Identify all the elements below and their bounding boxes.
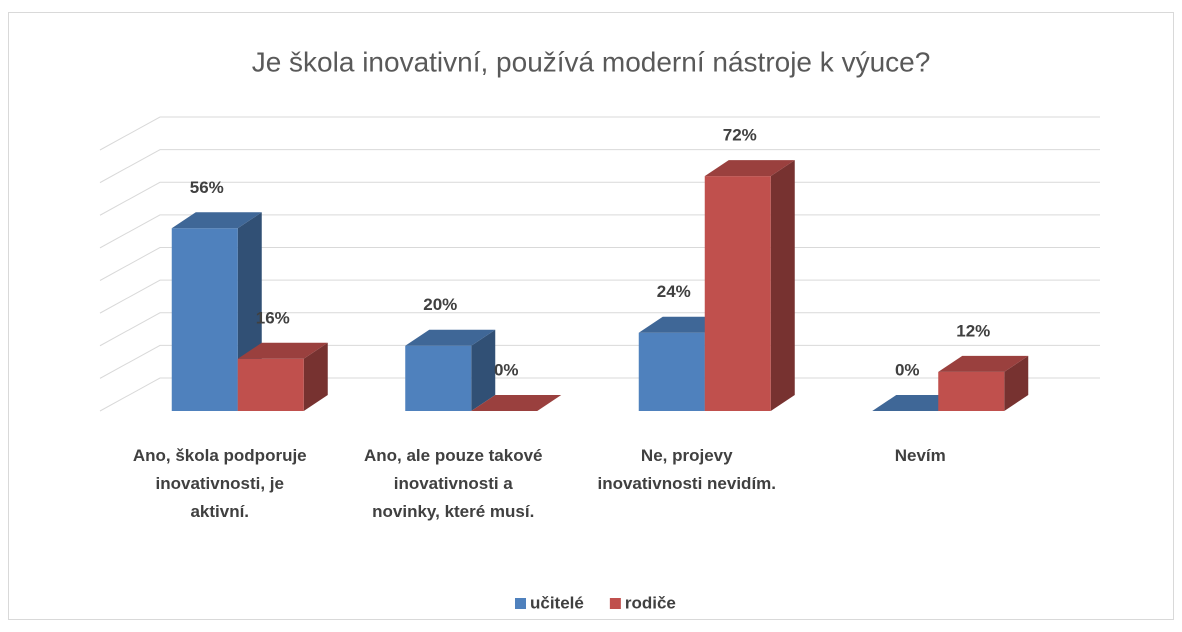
data-label: 24% <box>657 282 691 301</box>
chart-title: Je škola inovativní, používá moderní nás… <box>252 46 931 77</box>
data-label: 20% <box>423 295 457 314</box>
legend-swatch <box>515 598 526 609</box>
bar <box>471 395 562 411</box>
bar-top <box>405 329 496 346</box>
x-tick-label: Ano, škola podporuje inovativnosti, je a… <box>132 446 307 521</box>
bar-top <box>237 342 328 359</box>
bar <box>237 342 328 411</box>
bar <box>405 329 496 411</box>
bar-top <box>938 355 1029 372</box>
legend-label: učitelé <box>530 593 584 612</box>
bar-top <box>704 160 795 177</box>
bar <box>938 355 1029 411</box>
bar-top <box>471 395 562 411</box>
bar-front <box>171 228 238 411</box>
grid-line <box>99 116 1100 151</box>
data-label: 12% <box>956 321 990 340</box>
legend-swatch <box>609 598 621 609</box>
legend-label: rodiče <box>625 593 676 612</box>
grid-line <box>99 149 1100 184</box>
x-tick-label: Nevím <box>894 446 946 465</box>
bar-side <box>1004 355 1029 411</box>
data-label: 0% <box>895 360 920 379</box>
bar-front <box>237 358 304 411</box>
data-label: 0% <box>494 360 519 379</box>
bar-side <box>303 342 328 411</box>
bar-front <box>638 332 705 411</box>
data-label: 72% <box>723 126 757 145</box>
data-label: 16% <box>256 308 290 327</box>
bar-front <box>405 345 472 411</box>
bar-side <box>471 329 496 411</box>
x-tick-label: Ne, projevy inovativnosti nevidím. <box>597 446 777 493</box>
bar-front <box>704 176 771 411</box>
bar-top <box>171 212 262 229</box>
bar-front <box>938 371 1005 411</box>
data-label: 56% <box>190 178 224 197</box>
x-tick-label: Ano, ale pouze takové inovativnosti a no… <box>363 446 543 521</box>
bar <box>704 160 795 411</box>
bar-side <box>770 160 795 411</box>
